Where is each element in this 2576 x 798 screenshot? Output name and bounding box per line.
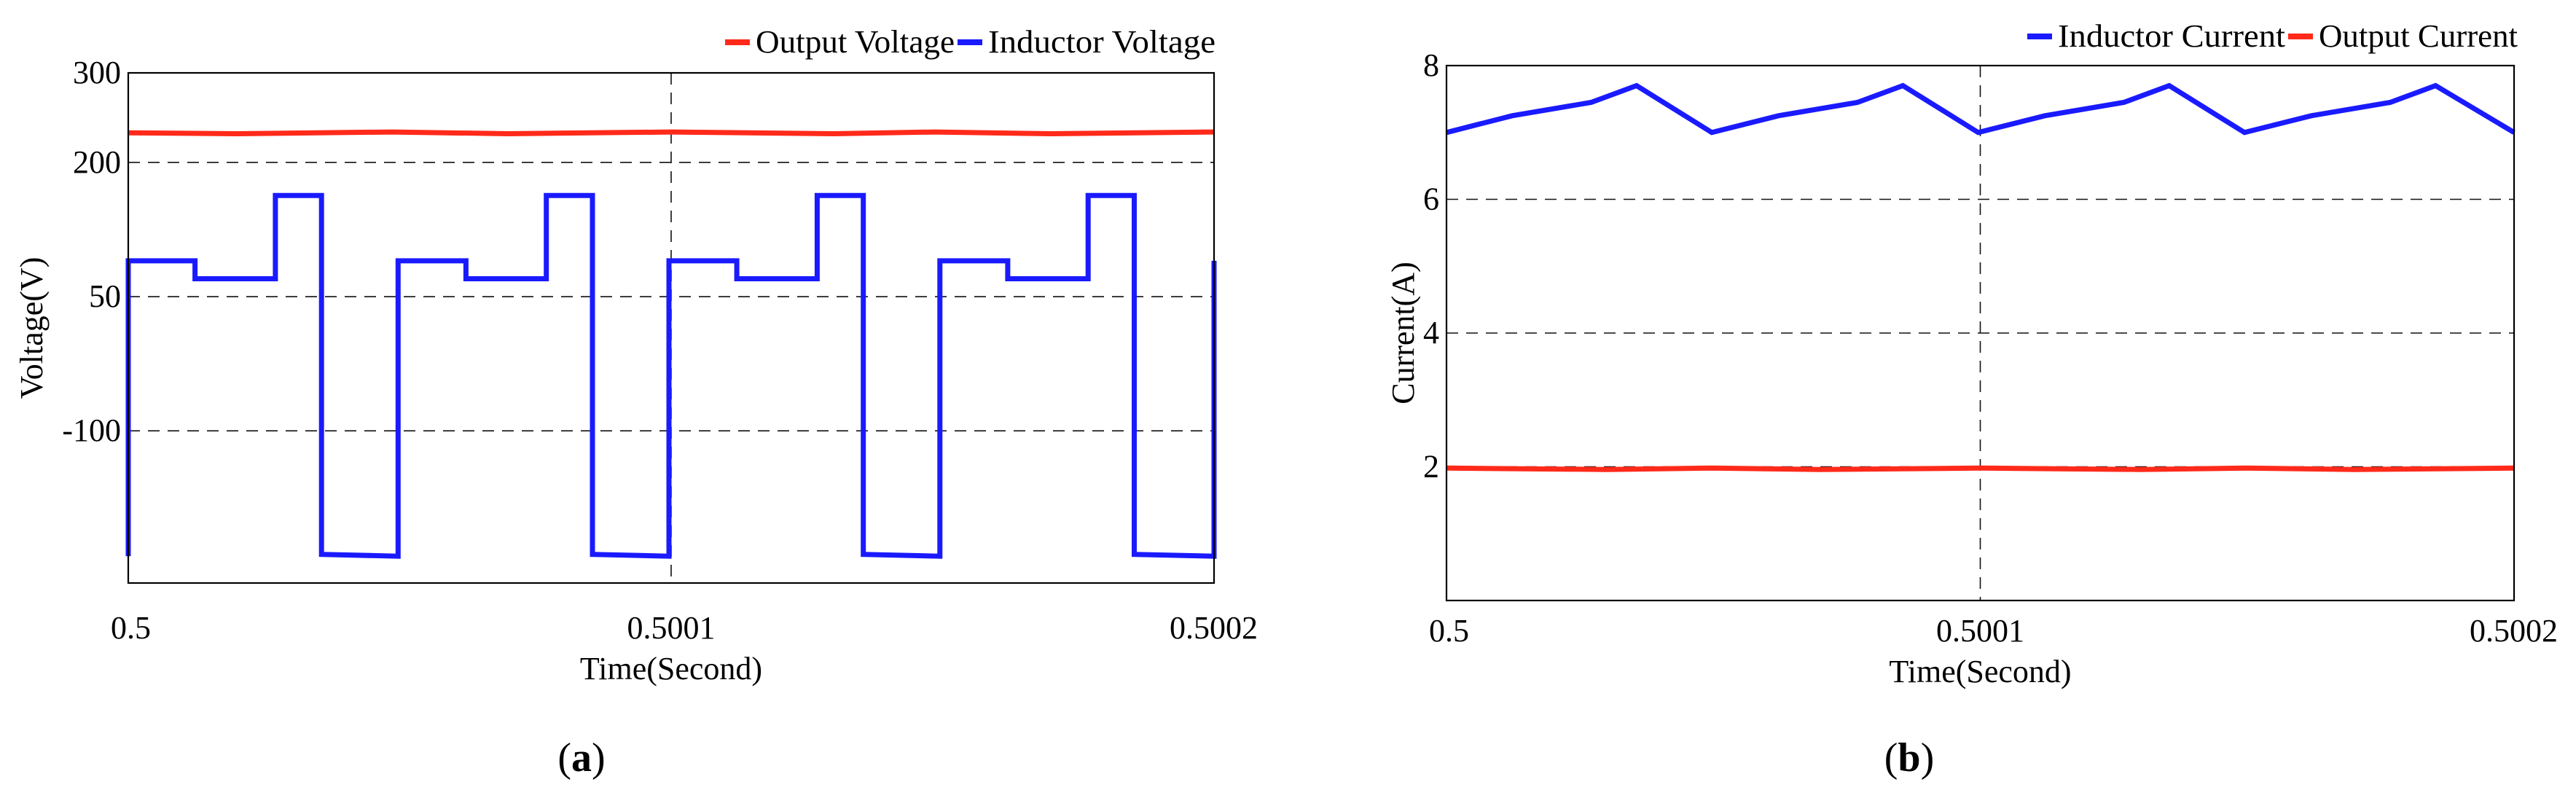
panel-a-legend: Inductor Voltage Output Voltage <box>725 24 1215 60</box>
panel-a-y-tick-label: 300 <box>73 55 121 90</box>
panel-b-x-tick-label: 0.5 <box>1429 613 1469 649</box>
panel-b-legend: Output Current Inductor Current <box>2027 18 2518 54</box>
panel-b-legend-label: Inductor Current <box>2058 18 2285 54</box>
panel-b-series-inductor-current <box>1446 82 2516 136</box>
panel-b-plot-frame <box>1445 64 2516 602</box>
panel-a-x-tick-labels: 0.5 0.5001 0.5002 <box>111 610 1258 646</box>
panel-a-y-tick-label: 200 <box>73 144 121 180</box>
panel-b-legend-label: Output Current <box>2319 18 2518 54</box>
panel-a-y-axis-label: Voltage(V) <box>14 257 50 399</box>
panel-a-x-tick-label: 0.5001 <box>627 610 716 646</box>
panel-a-y-tick-label: 50 <box>89 278 121 314</box>
panel-a-x-axis-label: Time(Second) <box>580 651 762 686</box>
panel-a-x-tick-label: 0.5 <box>111 610 151 646</box>
panel-b-y-tick-label: 4 <box>1423 315 1439 351</box>
panel-a-legend-label: Output Voltage <box>756 24 955 60</box>
panel-b-current-chart: 2 4 6 8 0.5 0.5001 0.5002 Current(A) Time(Sec… <box>1385 18 2558 781</box>
panel-b-x-tick-label: 0.5002 <box>2470 613 2558 649</box>
panel-b-caption: (b) <box>1884 735 1934 781</box>
panel-b-caption-letter: b <box>1898 735 1920 781</box>
panel-b-y-tick-label: 2 <box>1423 449 1439 485</box>
panel-b-y-tick-label: 8 <box>1423 47 1439 83</box>
panel-b-series <box>1446 82 2516 472</box>
panel-b-y-axis-label: Current(A) <box>1385 262 1421 404</box>
panel-a-x-tick-label: 0.5002 <box>1170 610 1258 646</box>
panel-b-y-tick-labels: 2 4 6 8 <box>1423 47 1439 485</box>
panel-b-x-tick-labels: 0.5 0.5001 0.5002 <box>1429 613 2558 649</box>
panel-a-y-tick-labels: -100 50 200 300 <box>62 55 121 448</box>
panel-a-caption: (a) <box>557 735 605 781</box>
panel-b-x-tick-label: 0.5001 <box>1936 613 2024 649</box>
panel-a-caption-letter: a <box>571 735 592 781</box>
panel-b-x-axis-label: Time(Second) <box>1889 654 2071 689</box>
panel-a-legend-label: Inductor Voltage <box>988 24 1215 60</box>
panel-a-y-tick-label: -100 <box>62 412 121 448</box>
panel-b-y-tick-label: 6 <box>1423 181 1439 217</box>
panel-a-plot-frame <box>127 71 1215 584</box>
panel-a-series <box>125 129 1217 559</box>
panel-b-series-output-current <box>1446 465 2515 472</box>
panel-a-series-inductor-voltage <box>125 192 1217 559</box>
panel-a-series-output-voltage <box>128 129 1215 137</box>
